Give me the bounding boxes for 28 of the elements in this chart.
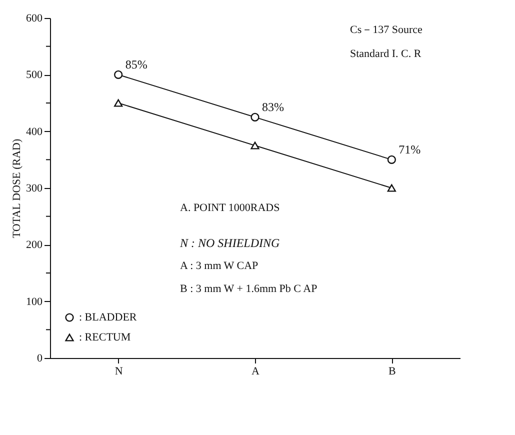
annotation: Standard I. C. R [350, 48, 422, 60]
legend-label: : BLADDER [79, 312, 138, 324]
point [250, 142, 260, 150]
x-tick-label: A [252, 366, 260, 378]
annotation: N : NO SHIELDING [179, 236, 280, 250]
annotation: A : 3 mm W CAP [180, 260, 258, 272]
point [387, 155, 396, 164]
annotation: A. POINT 1000RADS [180, 202, 280, 214]
y-tick-label: 300 [26, 182, 43, 194]
point [387, 184, 396, 192]
y-axis-title: TOTAL DOSE (RAD) [11, 138, 23, 238]
point [114, 70, 123, 79]
y-tick-label: 0 [37, 352, 43, 364]
y-tick-label: 500 [26, 69, 43, 82]
annotation: 85% [125, 58, 148, 72]
y-tick-label: 100 [26, 296, 43, 308]
annotation: 71% [398, 142, 421, 157]
y-tick-label: 600 [26, 12, 43, 24]
x-tick-label: B [388, 366, 396, 378]
point [114, 99, 123, 107]
y-tick-label: 400 [26, 126, 43, 138]
point [250, 112, 260, 122]
annotation: B : 3 mm W + 1.6mm Pb C AP [180, 283, 318, 295]
legend-label: : RECTUM [79, 332, 131, 344]
y-tick-label: 200 [26, 239, 43, 252]
x-tick-label: N [114, 366, 123, 378]
annotation: Cs－137 Source [350, 24, 423, 36]
annotation: 83% [262, 100, 284, 114]
